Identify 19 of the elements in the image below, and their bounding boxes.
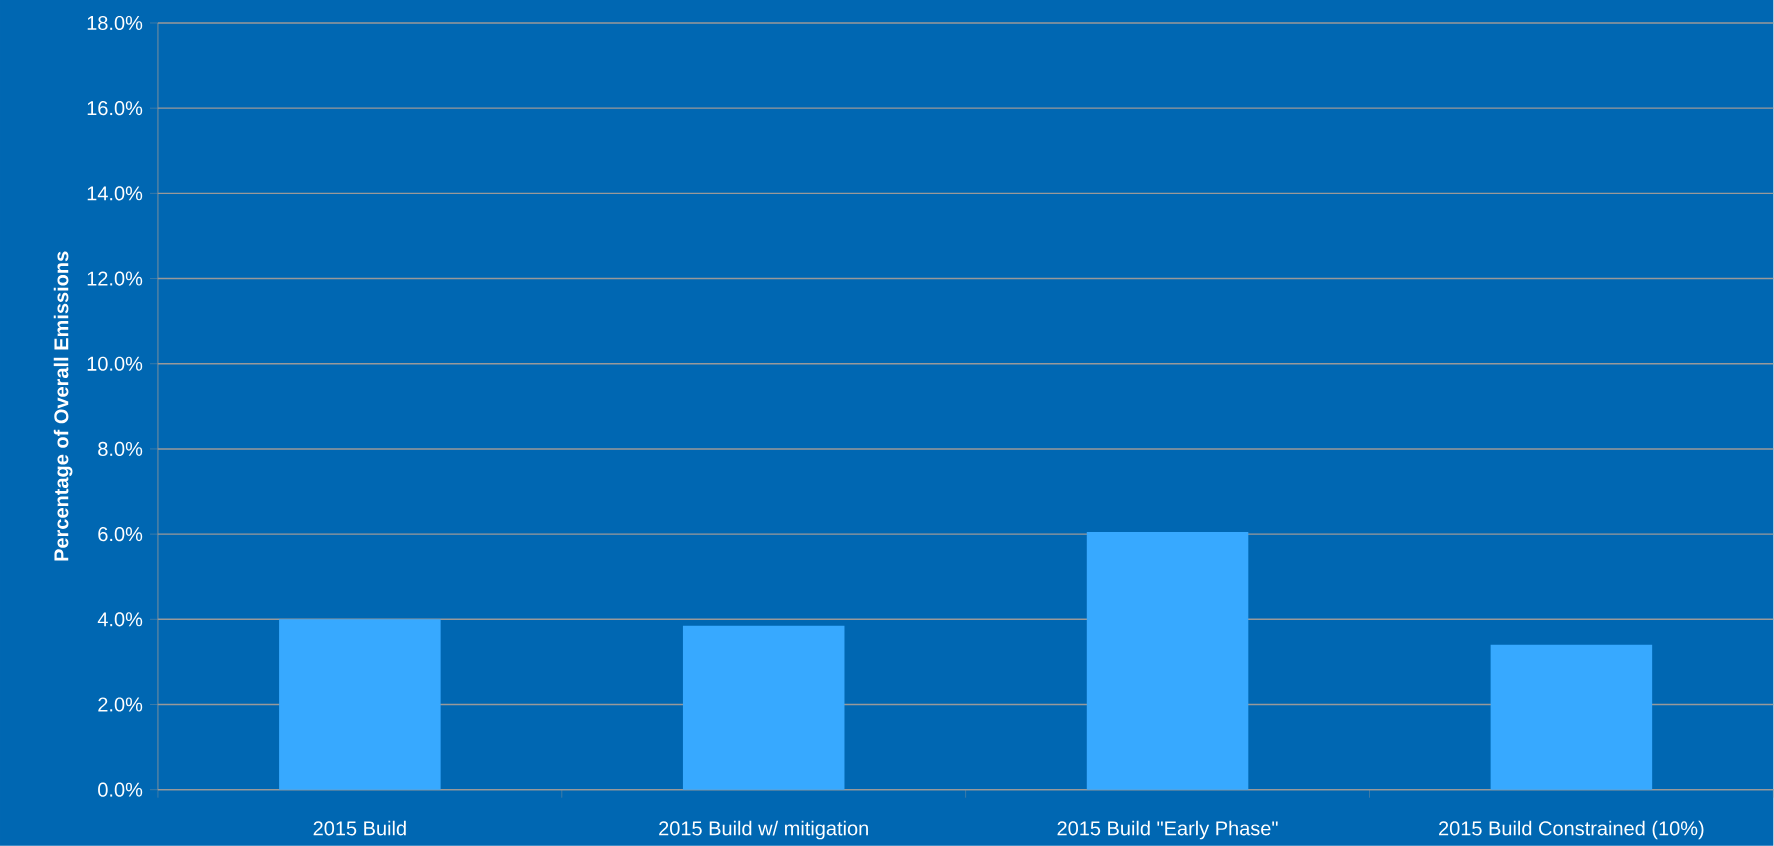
y-tick-label: 16.0% — [87, 101, 143, 116]
y-tick-label: 0.0% — [98, 782, 143, 797]
y-tick-label: 14.0% — [87, 186, 143, 201]
x-tick-label: 2015 Build — [313, 820, 406, 836]
x-tick-label: 2015 Build "Early Phase" — [1057, 820, 1278, 840]
y-tick-label: 2.0% — [98, 697, 143, 712]
bar — [1086, 531, 1249, 790]
y-tick-label: 4.0% — [97, 612, 143, 627]
x-tick-label: 2015 Build w/ mitigation — [659, 820, 868, 840]
y-tick-label: 12.0% — [87, 271, 143, 286]
y-tick-label: 10.0% — [87, 356, 143, 371]
x-tick-label: 2015 Build Constrained (10%) — [1439, 820, 1704, 840]
y-tick-label: 18.0% — [87, 15, 143, 31]
bar — [1490, 644, 1653, 790]
y-tick-label: 6.0% — [98, 527, 143, 542]
y-tick-label: 8.0% — [98, 441, 143, 456]
bar — [682, 625, 845, 790]
bar — [279, 619, 441, 790]
y-axis-title: Percentage of Overall Emissions — [53, 251, 73, 561]
